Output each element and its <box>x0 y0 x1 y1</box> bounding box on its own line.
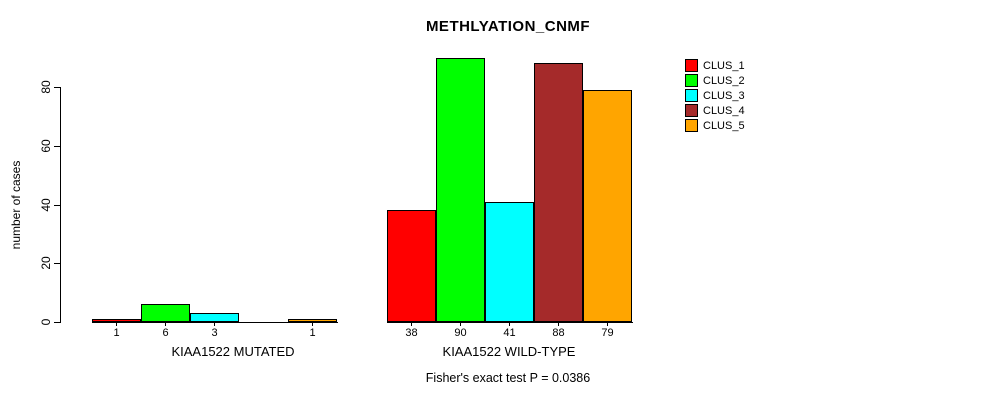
legend-swatch-CLUS_3 <box>685 89 698 102</box>
x-bar-tick <box>214 323 215 326</box>
bar-count-label: 41 <box>503 327 516 339</box>
x-group-label-mutated: KIAA1522 MUTATED <box>171 344 295 359</box>
y-tick-label: 80 <box>39 80 53 94</box>
bar-CLUS_1 <box>92 319 141 322</box>
legend-label-CLUS_5: CLUS_5 <box>703 120 745 132</box>
x-bar-tick <box>312 323 313 326</box>
bar-count-label: 88 <box>552 327 565 339</box>
y-tick-label: 40 <box>39 198 53 212</box>
legend-label-CLUS_3: CLUS_3 <box>703 90 745 102</box>
y-axis-tick <box>54 322 60 323</box>
x-bar-tick <box>558 323 559 326</box>
bar-count-label: 38 <box>405 327 418 339</box>
legend-label-CLUS_1: CLUS_1 <box>703 60 745 72</box>
x-group-label-wild-type: KIAA1522 WILD-TYPE <box>442 344 576 359</box>
fisher-exact-test-annotation: Fisher's exact test P = 0.0386 <box>425 371 591 385</box>
legend-swatch-CLUS_1 <box>685 59 698 72</box>
bar-CLUS_5 <box>288 319 337 322</box>
y-axis-line <box>60 87 61 323</box>
bar-count-label: 90 <box>454 327 467 339</box>
bar-CLUS_1 <box>387 210 436 322</box>
y-axis-title: number of cases <box>9 160 23 250</box>
legend-label-CLUS_2: CLUS_2 <box>703 75 745 87</box>
x-bar-tick <box>411 323 412 326</box>
y-axis-tick <box>54 146 60 147</box>
x-bar-tick <box>460 323 461 326</box>
y-tick-label: 0 <box>39 318 53 326</box>
y-tick-label: 20 <box>39 256 53 270</box>
x-bar-tick <box>165 323 166 326</box>
y-tick-label: 60 <box>39 139 53 153</box>
bar-CLUS_3 <box>190 313 239 322</box>
legend-swatch-CLUS_5 <box>685 119 698 132</box>
bar-count-label: 79 <box>601 327 614 339</box>
x-axis-baseline <box>92 322 338 323</box>
legend-label-CLUS_4: CLUS_4 <box>703 105 745 117</box>
x-bar-tick <box>509 323 510 326</box>
bar-CLUS_2 <box>141 304 190 322</box>
bar-CLUS_2 <box>436 58 485 322</box>
bar-CLUS_5 <box>583 90 632 322</box>
bar-CLUS_4 <box>534 63 583 322</box>
x-bar-tick <box>607 323 608 326</box>
x-bar-tick <box>116 323 117 326</box>
bar-count-label: 1 <box>309 327 316 339</box>
bar-count-label: 3 <box>211 327 218 339</box>
legend-swatch-CLUS_2 <box>685 74 698 87</box>
bar-count-label: 6 <box>162 327 169 339</box>
x-axis-baseline <box>387 322 633 323</box>
bar-count-label: 1 <box>113 327 120 339</box>
y-axis-tick <box>54 87 60 88</box>
y-axis-tick <box>54 263 60 264</box>
bar-CLUS_3 <box>485 202 534 322</box>
y-axis-tick <box>54 205 60 206</box>
legend-swatch-CLUS_4 <box>685 104 698 117</box>
chart-title: METHLYATION_CNMF <box>425 18 591 35</box>
